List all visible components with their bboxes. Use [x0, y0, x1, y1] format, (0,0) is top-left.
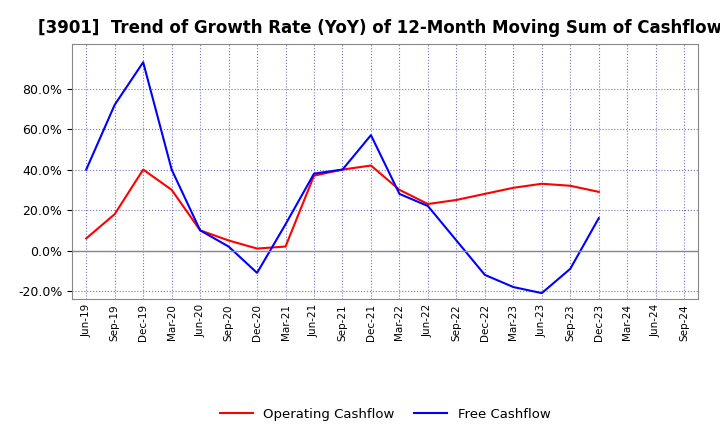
Free Cashflow: [509, 284, 518, 290]
Legend: Operating Cashflow, Free Cashflow: Operating Cashflow, Free Cashflow: [215, 403, 556, 426]
Operating Cashflow: [480, 191, 489, 197]
Operating Cashflow: [366, 163, 375, 168]
Line: Free Cashflow: Free Cashflow: [86, 62, 599, 293]
Operating Cashflow: [595, 189, 603, 194]
Free Cashflow: [196, 227, 204, 233]
Free Cashflow: [310, 171, 318, 176]
Operating Cashflow: [225, 238, 233, 243]
Free Cashflow: [110, 102, 119, 107]
Operating Cashflow: [395, 187, 404, 192]
Operating Cashflow: [82, 236, 91, 241]
Line: Operating Cashflow: Operating Cashflow: [86, 165, 599, 249]
Free Cashflow: [423, 203, 432, 209]
Operating Cashflow: [509, 185, 518, 191]
Operating Cashflow: [110, 212, 119, 217]
Free Cashflow: [82, 167, 91, 172]
Free Cashflow: [139, 59, 148, 65]
Title: [3901]  Trend of Growth Rate (YoY) of 12-Month Moving Sum of Cashflows: [3901] Trend of Growth Rate (YoY) of 12-…: [38, 19, 720, 37]
Operating Cashflow: [282, 244, 290, 249]
Free Cashflow: [366, 132, 375, 138]
Operating Cashflow: [452, 197, 461, 202]
Free Cashflow: [452, 238, 461, 243]
Operating Cashflow: [139, 167, 148, 172]
Free Cashflow: [566, 266, 575, 271]
Free Cashflow: [537, 290, 546, 296]
Operating Cashflow: [423, 202, 432, 207]
Free Cashflow: [595, 216, 603, 221]
Operating Cashflow: [253, 246, 261, 251]
Operating Cashflow: [537, 181, 546, 187]
Free Cashflow: [480, 272, 489, 278]
Free Cashflow: [253, 270, 261, 275]
Free Cashflow: [338, 167, 347, 172]
Operating Cashflow: [196, 227, 204, 233]
Free Cashflow: [167, 167, 176, 172]
Free Cashflow: [225, 244, 233, 249]
Operating Cashflow: [167, 187, 176, 192]
Free Cashflow: [282, 222, 290, 227]
Free Cashflow: [395, 191, 404, 197]
Operating Cashflow: [338, 167, 347, 172]
Operating Cashflow: [310, 173, 318, 178]
Operating Cashflow: [566, 183, 575, 188]
